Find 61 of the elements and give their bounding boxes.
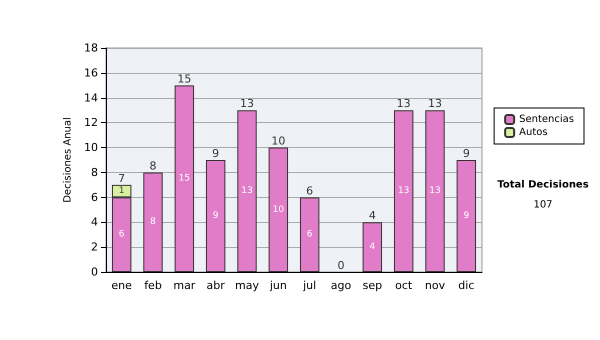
x-tick-label: may — [235, 279, 260, 292]
text: Total Decisiones — [497, 180, 589, 190]
y-tick-label: 12 — [84, 116, 98, 130]
total-label: 15 — [177, 72, 192, 86]
bar — [268, 148, 288, 272]
data-label: 13 — [398, 186, 410, 196]
data-label: 8 — [150, 217, 156, 228]
x-tick-label: feb — [144, 279, 162, 292]
data-label: 9 — [463, 211, 470, 221]
y-tick-label: 14 — [84, 91, 98, 104]
y-tick-label: 2 — [91, 240, 98, 254]
y-tick-label: 16 — [84, 66, 98, 80]
total-label: 4 — [368, 209, 376, 222]
x-tick-label: ene — [111, 279, 132, 292]
legend-label: Sentencias — [519, 114, 574, 125]
total-label: 13 — [428, 97, 442, 110]
x-tick-label: oct — [395, 279, 413, 292]
data-label: 6 — [306, 230, 313, 240]
data-label: 9 — [212, 211, 219, 221]
text: 107 — [533, 200, 553, 210]
total-label: 9 — [462, 147, 470, 160]
x-tick-label: dic — [458, 279, 474, 292]
total-label: 7 — [118, 172, 126, 185]
data-label: 10 — [272, 204, 284, 215]
bar — [174, 85, 194, 272]
total-label: 6 — [306, 184, 314, 198]
data-label: 6 — [118, 230, 125, 240]
y-tick-label: 6 — [91, 190, 98, 204]
x-tick-label: sep — [362, 279, 382, 292]
bar — [456, 160, 476, 272]
total-label: 9 — [212, 147, 220, 160]
total-label: 13 — [396, 97, 411, 110]
bar — [206, 160, 226, 272]
data-label: 1 — [118, 186, 125, 196]
total-label: 10 — [271, 134, 286, 148]
x-tick-label: mar — [173, 279, 196, 292]
y-tick-label: 18 — [84, 42, 98, 54]
bar — [143, 172, 163, 272]
data-label: 13 — [429, 186, 441, 196]
x-tick-label: jul — [302, 279, 316, 292]
y-tick-label: 8 — [91, 166, 98, 179]
data-label: 13 — [241, 186, 253, 196]
total-label: 0 — [338, 259, 344, 272]
data-label: 4 — [369, 242, 376, 252]
x-tick-label: nov — [424, 279, 446, 292]
y-axis-title: Decisiones Anual — [62, 117, 74, 203]
bar — [394, 110, 414, 272]
data-label: 15 — [178, 174, 190, 184]
bar — [300, 197, 320, 272]
bar — [425, 110, 445, 272]
bar — [362, 222, 382, 272]
y-tick-label: 0 — [91, 266, 98, 278]
x-tick-label: ago — [330, 279, 352, 292]
y-tick-label: 10 — [84, 141, 98, 154]
y-tick-label: 4 — [91, 216, 98, 229]
legend-label: Autos — [519, 127, 548, 138]
total-label: 8 — [150, 159, 156, 172]
total-label: 13 — [240, 97, 254, 110]
x-tick-label: abr — [206, 279, 226, 292]
bar — [237, 110, 257, 272]
x-tick-label: jun — [268, 279, 287, 292]
